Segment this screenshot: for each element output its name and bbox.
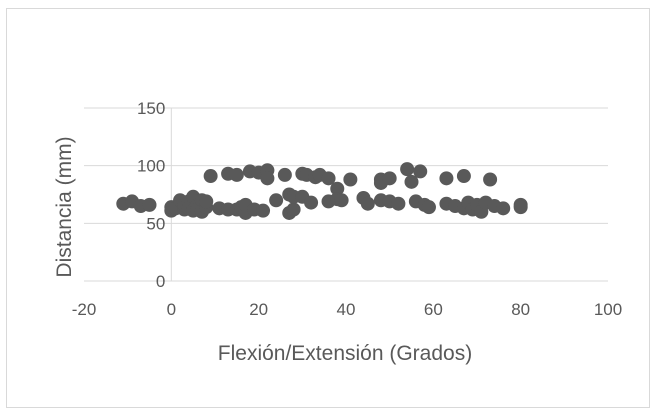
gridlines	[84, 108, 608, 281]
scatter-chart: -20 0 20 40 60 80 100 0 50 100 150 Flexión/Extens…	[0, 0, 656, 395]
data-point-0-79	[496, 201, 510, 215]
data-point-0-60	[391, 197, 405, 211]
data-point-0-64	[413, 164, 427, 178]
data-point-0-51	[335, 193, 349, 207]
data-point-0-58	[383, 171, 397, 185]
data-points	[116, 162, 527, 220]
y-tick-label-150: 150	[137, 99, 165, 118]
data-point-0-66	[422, 200, 436, 214]
data-point-0-24	[230, 168, 244, 182]
x-axis-title: Flexión/Extensión (Grados)	[218, 342, 472, 365]
data-point-0-39	[287, 202, 301, 216]
data-point-0-3	[143, 198, 157, 212]
data-point-0-20	[204, 169, 218, 183]
y-tick-label-50: 50	[146, 214, 165, 233]
data-point-0-35	[269, 193, 283, 207]
x-tick-label-0: 0	[167, 300, 176, 319]
data-point-0-54	[361, 197, 375, 211]
data-point-0-34	[260, 171, 274, 185]
x-tick-label--20: -20	[72, 300, 97, 319]
data-point-0-77	[483, 173, 497, 187]
y-tick-labels: 0 50 100 150	[137, 99, 165, 291]
x-tick-label-40: 40	[337, 300, 356, 319]
x-tick-label-20: 20	[249, 300, 268, 319]
x-tick-labels: -20 0 20 40 60 80 100	[72, 300, 622, 319]
y-axis-title: Distancia (mm)	[53, 136, 76, 277]
data-point-0-44	[304, 196, 318, 210]
data-point-0-52	[343, 173, 357, 187]
data-point-0-36	[278, 168, 292, 182]
data-point-0-81	[514, 200, 528, 214]
x-tick-label-60: 60	[424, 300, 443, 319]
y-tick-label-100: 100	[137, 157, 165, 176]
data-point-0-70	[457, 169, 471, 183]
data-point-0-67	[439, 171, 453, 185]
data-point-0-19	[199, 194, 213, 208]
x-tick-label-80: 80	[511, 300, 530, 319]
data-point-0-61	[400, 162, 414, 176]
y-tick-label-0: 0	[156, 272, 165, 291]
data-point-0-32	[256, 204, 270, 218]
x-tick-label-100: 100	[594, 300, 622, 319]
